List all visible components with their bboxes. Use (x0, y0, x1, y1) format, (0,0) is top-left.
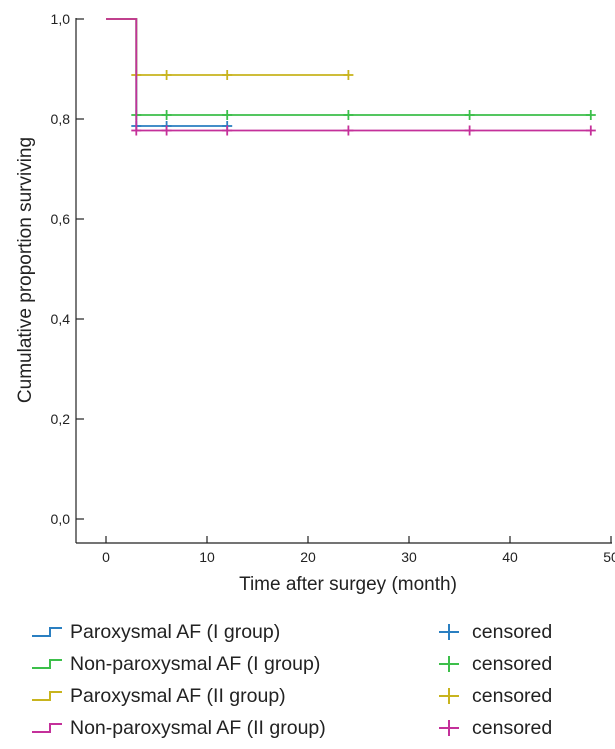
x-tick-label: 40 (502, 549, 518, 565)
censor-mark (161, 70, 172, 80)
legend-label: Non-paroxysmal AF (II group) (70, 716, 326, 739)
censor-mark (464, 125, 475, 136)
censor-mark (161, 110, 172, 120)
plus-icon (439, 624, 459, 640)
km-chart: 0,0 0,2 0,4 0,6 0,8 1,0 0 10 20 30 40 50 Time afte… (15, 11, 615, 595)
plus-icon (439, 688, 459, 704)
legend-censored-label: censored (472, 652, 553, 675)
y-tick-label: 0,8 (51, 111, 71, 127)
step-line-icon (32, 723, 62, 733)
x-tick-label: 30 (401, 549, 417, 565)
legend-item-1: Paroxysmal AF (I group) (30, 618, 280, 646)
censor-mark (222, 70, 233, 80)
legend-item-4: Non-paroxysmal AF (II group) (30, 714, 326, 742)
series-3 (106, 18, 354, 80)
legend-item-3: Paroxysmal AF (II group) (30, 682, 286, 710)
series-4 (106, 18, 596, 136)
axes: 0,0 0,2 0,4 0,6 0,8 1,0 0 10 20 30 40 50 (51, 11, 615, 565)
censor-mark (222, 125, 233, 136)
x-tick-label: 0 (102, 549, 110, 565)
series-line (106, 18, 349, 76)
step-line-icon (32, 627, 62, 637)
legend-censored-label: censored (472, 620, 553, 643)
censor-mark (131, 125, 142, 136)
y-ticks: 0,0 0,2 0,4 0,6 0,8 1,0 (51, 11, 84, 527)
y-tick-label: 0,0 (51, 511, 71, 527)
y-tick-label: 1,0 (51, 11, 71, 27)
legend-label: Non-paroxysmal AF (I group) (70, 652, 321, 675)
step-line-icon (32, 691, 62, 701)
x-tick-label: 50 (603, 549, 615, 565)
legend-censored-item-2: censored (432, 650, 552, 678)
legend-censored-label: censored (472, 684, 553, 707)
legend-censored-label: censored (472, 716, 553, 739)
censor-mark (585, 125, 596, 136)
legend-censored-item-1: censored (432, 618, 552, 646)
series-line (106, 18, 591, 132)
censor-mark (343, 125, 354, 136)
x-ticks: 0 10 20 30 40 50 (102, 536, 615, 565)
x-axis-title: Time after surgey (month) (239, 574, 457, 595)
legend-item-2: Non-paroxysmal AF (I group) (30, 650, 320, 678)
step-line-icon (32, 659, 62, 669)
plus-icon (439, 656, 459, 672)
censor-mark (222, 110, 233, 120)
censor-mark (343, 70, 354, 80)
legend-label: Paroxysmal AF (II group) (70, 684, 286, 707)
x-tick-label: 20 (300, 549, 316, 565)
x-tick-label: 10 (199, 549, 215, 565)
censor-mark (343, 110, 354, 120)
y-tick-label: 0,4 (51, 311, 71, 327)
series-line (106, 18, 591, 116)
y-axis-title: Cumulative proportion surviving (15, 137, 36, 403)
censor-mark (464, 110, 475, 120)
y-tick-label: 0,6 (51, 211, 71, 227)
censor-mark (585, 110, 596, 120)
legend-censored-item-4: censored (432, 714, 552, 742)
y-tick-label: 0,2 (51, 411, 71, 427)
censor-mark (161, 125, 172, 136)
series-layer (106, 18, 596, 136)
legend-label: Paroxysmal AF (I group) (70, 620, 281, 643)
legend-censored-item-3: censored (432, 682, 552, 710)
plus-icon (439, 720, 459, 736)
series-2 (106, 18, 596, 120)
